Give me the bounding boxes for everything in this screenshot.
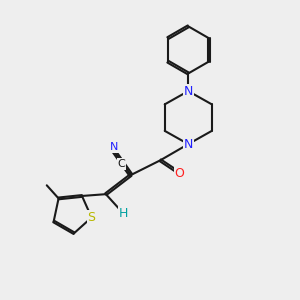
- Text: S: S: [88, 211, 96, 224]
- Text: N: N: [184, 138, 193, 151]
- Text: N: N: [110, 142, 118, 152]
- Text: N: N: [184, 85, 193, 98]
- Text: H: H: [119, 207, 128, 220]
- Text: O: O: [175, 167, 184, 180]
- Text: C: C: [118, 159, 125, 169]
